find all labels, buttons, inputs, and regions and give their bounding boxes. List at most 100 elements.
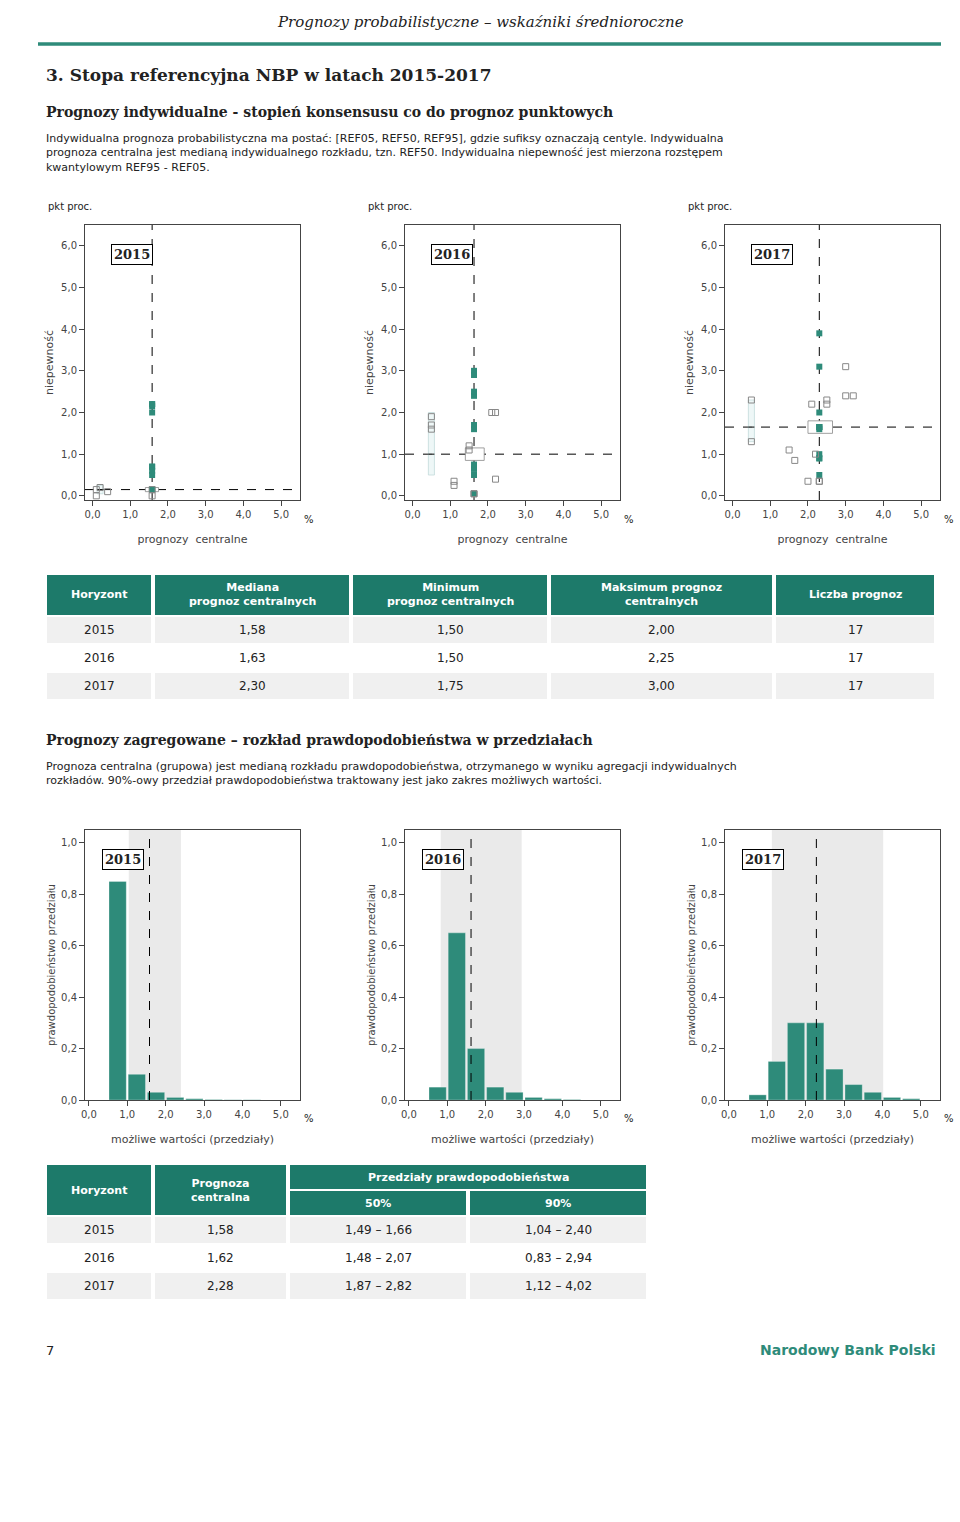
svg-text:niepewność: niepewność	[43, 330, 56, 395]
svg-text:1,58: 1,58	[239, 623, 266, 637]
svg-text:3,0: 3,0	[381, 365, 397, 376]
svg-text:1,0: 1,0	[759, 1109, 775, 1120]
svg-text:6,0: 6,0	[381, 240, 397, 251]
svg-text:0,2: 0,2	[61, 1043, 77, 1054]
svg-text:0,2: 0,2	[701, 1043, 717, 1054]
svg-text:możliwe wartości (przedziały): możliwe wartości (przedziały)	[431, 1133, 594, 1146]
svg-text:Prognozy indywidualne - stopie: Prognozy indywidualne - stopień konsensu…	[46, 104, 613, 120]
svg-text:prognozy centralne: prognozy centralne	[777, 533, 887, 546]
svg-text:3,0: 3,0	[61, 365, 77, 376]
svg-text:6,0: 6,0	[61, 240, 77, 251]
svg-text:Prognoza centralna (grupowa) j: Prognoza centralna (grupowa) jest median…	[46, 760, 737, 787]
svg-text:1,0: 1,0	[122, 509, 138, 520]
svg-text:2016: 2016	[425, 852, 461, 867]
svg-text:Horyzont: Horyzont	[71, 588, 127, 601]
svg-text:prawdopodobieństwo przedziału: prawdopodobieństwo przedziału	[366, 884, 377, 1046]
svg-text:0,4: 0,4	[701, 992, 717, 1003]
svg-text:0,0: 0,0	[381, 490, 397, 501]
svg-text:pkt proc.: pkt proc.	[48, 201, 92, 212]
svg-text:0,0: 0,0	[61, 1095, 77, 1106]
svg-text:0,6: 0,6	[381, 940, 397, 951]
svg-text:3,0: 3,0	[516, 1109, 532, 1120]
svg-text:17: 17	[848, 651, 863, 665]
svg-text:2,0: 2,0	[381, 407, 397, 418]
svg-text:2,0: 2,0	[701, 407, 717, 418]
svg-text:1,0: 1,0	[762, 509, 778, 520]
svg-text:2017: 2017	[84, 679, 115, 693]
svg-text:możliwe wartości (przedziały): możliwe wartości (przedziały)	[111, 1133, 274, 1146]
svg-text:4,0: 4,0	[381, 324, 397, 335]
svg-text:1,0: 1,0	[701, 449, 717, 460]
svg-text:1,0: 1,0	[381, 837, 397, 848]
svg-text:prognozy centralne: prognozy centralne	[137, 533, 247, 546]
svg-text:2,00: 2,00	[648, 623, 675, 637]
svg-text:5,0: 5,0	[701, 282, 717, 293]
svg-text:0,0: 0,0	[725, 509, 741, 520]
svg-text:1,62: 1,62	[207, 1251, 234, 1265]
svg-text:0,0: 0,0	[61, 490, 77, 501]
svg-text:3,0: 3,0	[838, 509, 854, 520]
svg-text:Medianaprognoz centralnych: Medianaprognoz centralnych	[189, 581, 316, 608]
svg-text:1,0: 1,0	[119, 1109, 135, 1120]
svg-text:Prognozy zagregowane – rozkład: Prognozy zagregowane – rozkład prawdopod…	[46, 732, 593, 748]
svg-text:4,0: 4,0	[235, 509, 251, 520]
svg-text:1,63: 1,63	[239, 651, 266, 665]
svg-text:17: 17	[848, 623, 863, 637]
svg-text:Indywidualna prognoza probabil: Indywidualna prognoza probabilistyczna m…	[46, 132, 723, 174]
svg-text:4,0: 4,0	[234, 1109, 250, 1120]
svg-text:1,58: 1,58	[207, 1223, 234, 1237]
svg-text:1,0: 1,0	[701, 837, 717, 848]
svg-text:1,48 – 2,07: 1,48 – 2,07	[345, 1251, 412, 1265]
svg-text:1,75: 1,75	[437, 679, 464, 693]
svg-text:5,0: 5,0	[593, 509, 609, 520]
svg-text:pkt proc.: pkt proc.	[368, 201, 412, 212]
svg-text:4,0: 4,0	[875, 509, 891, 520]
svg-text:2,0: 2,0	[160, 509, 176, 520]
svg-text:1,87 – 2,82: 1,87 – 2,82	[345, 1279, 412, 1293]
svg-text:0,0: 0,0	[81, 1109, 97, 1120]
svg-text:1,49 – 1,66: 1,49 – 1,66	[345, 1223, 412, 1237]
svg-text:5,0: 5,0	[913, 509, 929, 520]
svg-text:3,0: 3,0	[836, 1109, 852, 1120]
svg-text:2,0: 2,0	[478, 1109, 494, 1120]
svg-text:3,0: 3,0	[196, 1109, 212, 1120]
svg-text:0,8: 0,8	[381, 889, 397, 900]
svg-text:2017: 2017	[84, 1279, 115, 1293]
svg-text:17: 17	[848, 679, 863, 693]
svg-text:2,0: 2,0	[61, 407, 77, 418]
svg-text:0,0: 0,0	[721, 1109, 737, 1120]
svg-text:3,0: 3,0	[198, 509, 214, 520]
svg-text:5,0: 5,0	[61, 282, 77, 293]
svg-text:3,0: 3,0	[518, 509, 534, 520]
svg-text:4,0: 4,0	[555, 509, 571, 520]
svg-text:0,83 – 2,94: 0,83 – 2,94	[525, 1251, 592, 1265]
svg-text:0,6: 0,6	[61, 940, 77, 951]
svg-text:90%: 90%	[545, 1197, 571, 1210]
svg-text:1,0: 1,0	[442, 509, 458, 520]
svg-text:0,0: 0,0	[701, 490, 717, 501]
svg-text:0,8: 0,8	[61, 889, 77, 900]
svg-text:%: %	[944, 1113, 954, 1124]
svg-text:2015: 2015	[114, 247, 150, 262]
svg-text:0,6: 0,6	[701, 940, 717, 951]
svg-text:2017: 2017	[754, 247, 790, 262]
svg-text:%: %	[624, 1113, 634, 1124]
svg-text:1,0: 1,0	[61, 837, 77, 848]
svg-text:2,28: 2,28	[207, 1279, 234, 1293]
svg-text:Prognozy probabilistyczne – ws: Prognozy probabilistyczne – wskaźniki śr…	[277, 13, 684, 31]
svg-text:Maksimum prognozcentralnych: Maksimum prognozcentralnych	[601, 581, 722, 608]
svg-text:prognozy centralne: prognozy centralne	[457, 533, 567, 546]
svg-text:2,25: 2,25	[648, 651, 675, 665]
svg-text:2016: 2016	[434, 247, 470, 262]
svg-text:2,30: 2,30	[239, 679, 266, 693]
svg-text:niepewność: niepewność	[683, 330, 696, 395]
svg-text:3,0: 3,0	[701, 365, 717, 376]
svg-text:Przedziały prawdopodobieństwa: Przedziały prawdopodobieństwa	[368, 1171, 569, 1184]
svg-text:4,0: 4,0	[61, 324, 77, 335]
svg-text:6,0: 6,0	[701, 240, 717, 251]
svg-text:0,0: 0,0	[85, 509, 101, 520]
svg-text:pkt proc.: pkt proc.	[688, 201, 732, 212]
svg-text:0,8: 0,8	[701, 889, 717, 900]
svg-text:5,0: 5,0	[273, 1109, 289, 1120]
svg-text:50%: 50%	[365, 1197, 391, 1210]
